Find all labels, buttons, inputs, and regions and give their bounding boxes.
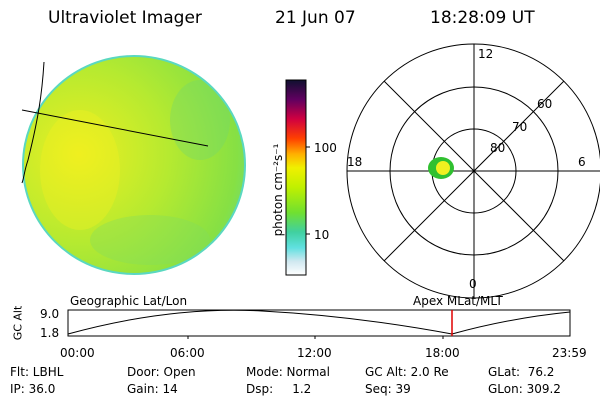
alt-xtick-0000: 00:00 (60, 346, 95, 360)
info-door: Door: Open (127, 365, 196, 379)
info-gain: Gain: 14 (127, 382, 178, 396)
colorbar (285, 79, 307, 276)
colorbar-tick-100: 100 (314, 141, 337, 155)
overlay-line-diagonal (21, 109, 209, 147)
instrument-title: Ultraviolet Imager (48, 8, 202, 28)
alt-ytick-high: 9.0 (40, 307, 60, 321)
overlay-line-limb (21, 61, 45, 184)
lat-label-60: 60 (537, 97, 553, 111)
altitude-curve (67, 309, 571, 335)
alt-xtick-2359: 23:59 (552, 346, 587, 360)
uv-disk-image (22, 55, 246, 275)
lat-label-80: 80 (490, 141, 506, 155)
alt-panel-left-title: Geographic Lat/Lon (70, 294, 188, 308)
alt-xtick-0600: 06:00 (170, 346, 205, 360)
info-glon: GLon: 309.2 (488, 382, 561, 396)
info-glat: GLat: 76.2 (488, 365, 555, 379)
info-dsp: Dsp: 1.2 (246, 382, 312, 396)
info-gc-alt: GC Alt: 2.0 Re (365, 365, 449, 379)
alt-xtick-1800: 18:00 (425, 346, 460, 360)
mlt-label-12: 12 (478, 47, 494, 61)
alt-panel-right-title: Apex MLat/MLT (413, 294, 503, 308)
polar-plot (346, 43, 600, 299)
mlt-label-6: 6 (578, 155, 586, 169)
colorbar-tick-10: 10 (314, 228, 330, 242)
header-date: 21 Jun 07 (275, 8, 356, 28)
altitude-panel (67, 309, 571, 337)
info-ip: IP: 36.0 (10, 382, 56, 396)
info-flt: Flt: LBHL (10, 365, 64, 379)
alt-xtick-1200: 12:00 (297, 346, 332, 360)
header-time: 18:28:09 UT (430, 8, 535, 28)
polar-auroral-blob (428, 157, 454, 179)
alt-panel-ylabel: GC Alt (11, 305, 25, 341)
mlt-label-18: 18 (347, 155, 363, 169)
mlt-label-0: 0 (469, 277, 477, 291)
info-mode: Mode: Normal (246, 365, 330, 379)
colorbar-unit-label: photon cm⁻²s⁻¹ (271, 143, 285, 237)
alt-ytick-low: 1.8 (40, 326, 60, 340)
lat-label-70: 70 (512, 120, 528, 134)
info-seq: Seq: 39 (365, 382, 411, 396)
